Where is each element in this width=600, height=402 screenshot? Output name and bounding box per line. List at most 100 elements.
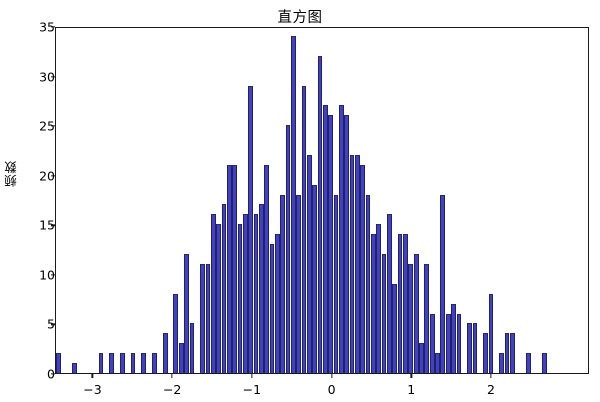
histogram-bar xyxy=(413,254,419,373)
histogram-bar xyxy=(509,333,515,373)
histogram-bar xyxy=(264,164,269,373)
histogram-bar xyxy=(269,244,275,373)
histogram-bar xyxy=(488,293,494,373)
histogram-bar xyxy=(392,283,398,373)
histogram-bar xyxy=(253,214,259,373)
histogram-bar xyxy=(365,194,371,373)
x-tick-label: 0 xyxy=(327,382,336,397)
histogram-bar xyxy=(72,363,77,373)
y-tick-mark xyxy=(51,175,55,177)
histogram-bar xyxy=(408,263,414,373)
y-tick-label: 35 xyxy=(39,19,55,35)
x-tick-mark xyxy=(410,374,412,378)
histogram-bar xyxy=(237,224,243,373)
y-tick-label: 25 xyxy=(39,118,55,134)
histogram-bar xyxy=(472,323,478,373)
histogram-bar xyxy=(344,115,350,373)
histogram-bar xyxy=(205,263,211,373)
histogram-bar xyxy=(290,35,296,373)
histogram-bar xyxy=(323,105,328,373)
x-tick-mark xyxy=(330,374,333,378)
histogram-bar xyxy=(440,194,446,373)
histogram-bar xyxy=(317,55,323,373)
histogram-bar xyxy=(232,164,237,373)
x-tick-label: 2 xyxy=(486,382,495,397)
histogram-bar xyxy=(98,353,104,373)
histogram-bar xyxy=(312,184,318,373)
x-tick-mark xyxy=(490,374,492,378)
histogram-bar xyxy=(435,353,440,373)
histogram-bar xyxy=(141,353,147,373)
histogram-bar xyxy=(221,204,227,373)
histogram-bar xyxy=(258,204,264,373)
x-tick-label: −3 xyxy=(83,382,102,397)
histogram-bar xyxy=(280,194,285,373)
histogram-bar xyxy=(333,194,339,373)
y-tick-mark xyxy=(51,373,55,375)
histogram-bar xyxy=(429,313,435,373)
histogram-bar xyxy=(184,254,189,373)
y-tick-label: 10 xyxy=(39,267,55,283)
histogram-bar xyxy=(306,154,312,373)
x-tick-mark xyxy=(91,374,94,378)
y-tick-label: 5 xyxy=(21,317,55,332)
histogram-bar xyxy=(200,263,205,373)
histogram-bar xyxy=(216,224,221,373)
histogram-bar xyxy=(173,293,179,373)
histogram-bar xyxy=(355,154,360,373)
histogram-bar xyxy=(397,234,403,373)
x-axis-ticks: −3 −2 −1 0 1 2 xyxy=(55,374,589,400)
histogram-bar xyxy=(445,313,451,373)
histogram-bar xyxy=(387,214,392,373)
x-tick-label: −1 xyxy=(242,382,262,397)
histogram-bar xyxy=(56,353,61,373)
histogram-bar xyxy=(189,323,195,373)
y-axis-ticks: 0 5 10 15 20 25 30 35 xyxy=(11,20,55,382)
histogram-bar xyxy=(285,125,291,373)
histogram-bar xyxy=(226,164,232,373)
plot-area xyxy=(55,27,589,374)
histogram-bar xyxy=(248,85,253,373)
y-tick-label: 20 xyxy=(39,168,55,184)
chart-title: 直方图 xyxy=(277,10,323,26)
histogram-bar xyxy=(504,333,510,373)
histogram-bar xyxy=(499,353,504,373)
histogram-bar xyxy=(424,263,430,373)
histogram-bar xyxy=(349,154,355,373)
histogram-bar xyxy=(456,313,462,373)
histogram-bars xyxy=(56,28,588,373)
histogram-bar xyxy=(467,323,472,373)
y-tick-mark xyxy=(51,224,55,226)
histogram-bar xyxy=(162,333,168,373)
histogram-bar xyxy=(210,214,216,373)
histogram-bar xyxy=(242,214,248,373)
histogram-bar xyxy=(376,224,382,373)
x-tick-label: −2 xyxy=(162,382,182,397)
histogram-bar xyxy=(525,353,531,373)
x-tick-mark xyxy=(171,374,173,378)
histogram-bar xyxy=(360,164,366,373)
y-tick-label: 30 xyxy=(39,69,55,85)
histogram-bar xyxy=(483,333,488,373)
histogram-bar xyxy=(130,353,136,373)
histogram-bar xyxy=(274,234,280,373)
y-tick-mark xyxy=(51,274,55,276)
histogram-bar xyxy=(541,353,547,373)
y-tick-label: 0 xyxy=(21,367,55,382)
histogram-bar xyxy=(339,105,344,373)
histogram-bar xyxy=(451,303,456,373)
histogram-bar xyxy=(403,234,408,373)
histogram-bar xyxy=(381,254,387,373)
histogram-bar xyxy=(301,85,307,373)
histogram-bar xyxy=(296,194,302,373)
histogram-bar xyxy=(328,115,334,373)
x-tick-label: 1 xyxy=(407,382,416,397)
histogram-bar xyxy=(178,343,184,373)
histogram-bar xyxy=(120,353,125,373)
y-tick-mark xyxy=(51,323,55,326)
y-tick-label: 15 xyxy=(39,217,55,233)
y-tick-mark xyxy=(51,75,55,78)
histogram-bar xyxy=(152,353,157,373)
x-tick-mark xyxy=(251,374,253,378)
